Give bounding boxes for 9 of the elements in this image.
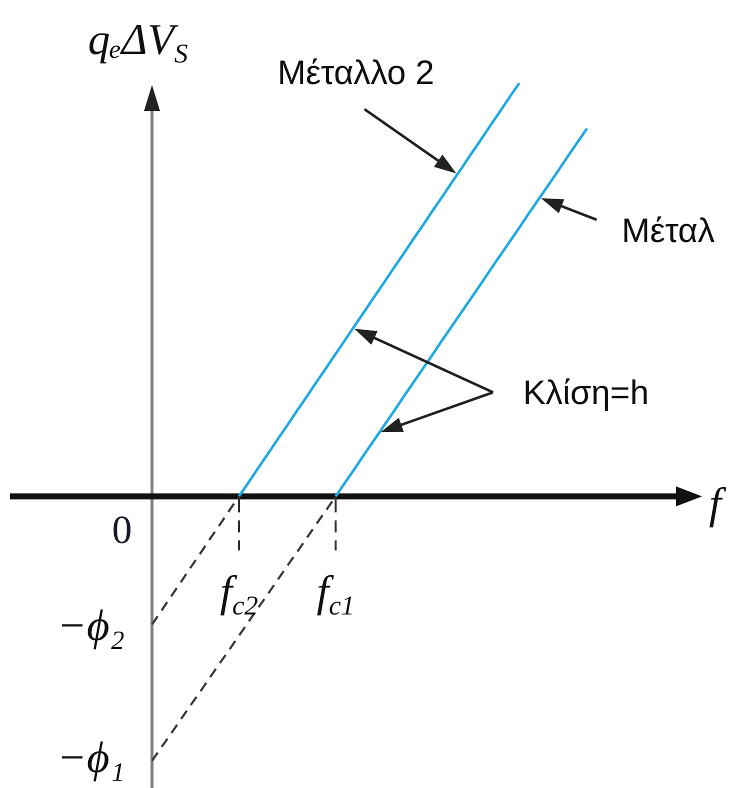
y-axis-title: qₑΔV$_{S}$ — [88, 15, 188, 69]
text: 0 — [112, 507, 132, 552]
annotation: Μέταλλο 2 — [277, 54, 434, 92]
text: −ϕ₂ — [57, 601, 125, 650]
text: Μέταλ — [622, 212, 715, 250]
annotation: Κλίση=h — [523, 374, 649, 412]
x-tick-label: f$_{c2}$ — [220, 567, 258, 622]
text: −ϕ₁ — [57, 732, 125, 782]
x-tick-label: f$_{c1}$ — [316, 567, 355, 622]
